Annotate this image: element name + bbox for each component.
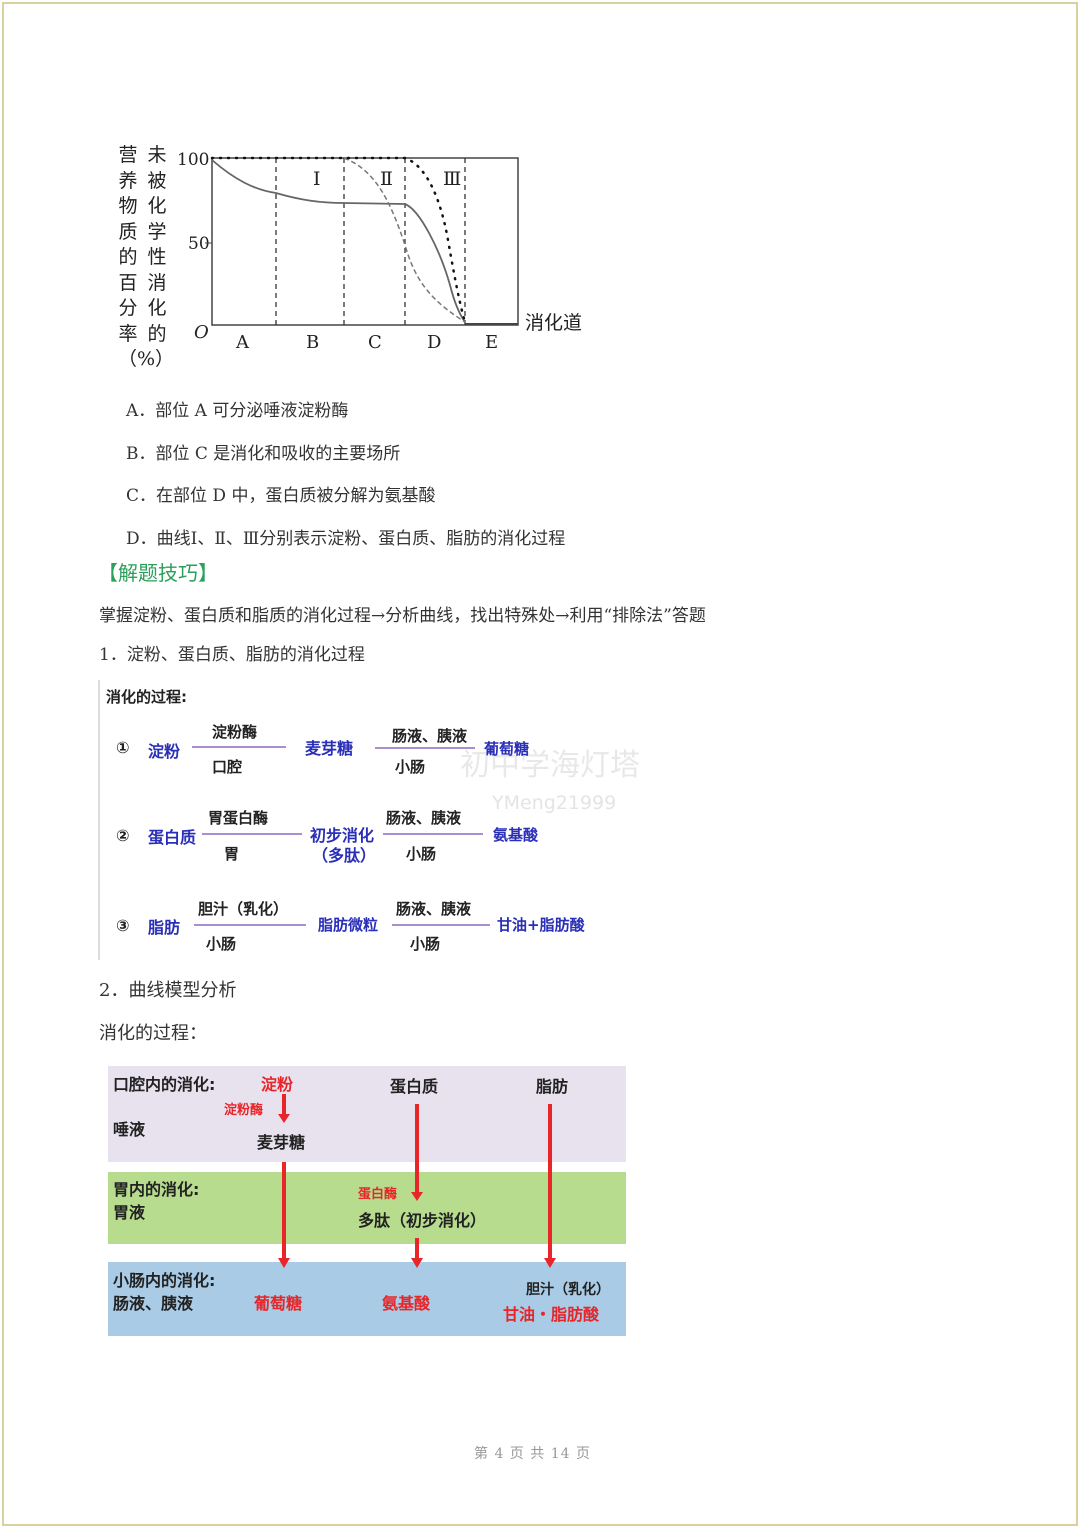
row1-number: ①: [116, 738, 130, 757]
curve-2-dashed: [343, 157, 466, 323]
bile-label: 胆汁（乳化）: [526, 1282, 610, 1298]
row2-number: ②: [116, 826, 130, 845]
row2-mid-note: （多肽）: [312, 846, 377, 865]
tips-heading: 【解题技巧】: [98, 561, 218, 585]
option-a: A．部位 A 可分泌唾液淀粉酶: [126, 401, 349, 421]
x-label-c: C: [368, 332, 382, 353]
plot-area: [205, 156, 519, 326]
curve-3-dotted: [210, 156, 467, 324]
row2-place1: 胃: [224, 845, 240, 863]
row2-arrow2: [383, 833, 483, 835]
pepsin-label: 蛋白酶: [358, 1187, 398, 1202]
row3-place1: 小肠: [206, 935, 237, 953]
digestion-location-diagram: 口腔内的消化: 唾液 淀粉 淀粉酶 麦芽糖 蛋白质 脂肪 胃内的消化: 胃液 蛋…: [108, 1066, 626, 1336]
row3-mid: 脂肪微粒: [318, 916, 379, 934]
row3-end: 甘油+脂肪酸: [497, 916, 585, 934]
row1-enzyme1: 淀粉酶: [212, 723, 258, 741]
section1-title: 1．淀粉、蛋白质、脂肪的消化过程: [99, 645, 365, 665]
stomach-title: 胃内的消化:: [113, 1180, 200, 1199]
option-c: C．在部位 D 中，蛋白质被分解为氨基酸: [126, 486, 436, 506]
maltose-label: 麦芽糖: [257, 1133, 306, 1152]
intestine-title: 小肠内的消化:: [113, 1271, 216, 1290]
curve-label-3: Ⅲ: [443, 168, 462, 190]
section2-subtitle: 消化的过程：: [99, 1023, 207, 1044]
protein-label: 蛋白质: [390, 1077, 439, 1096]
row1-arrow1: [192, 746, 286, 748]
watermark-id: YMeng21999: [492, 792, 617, 814]
fat-label: 脂肪: [536, 1077, 569, 1096]
y-tick-50: 50: [188, 234, 210, 254]
starch-label: 淀粉: [261, 1075, 294, 1094]
row3-arrow1: [194, 924, 306, 926]
row3-arrow2: [392, 924, 490, 926]
row2-place2: 小肠: [406, 845, 437, 863]
glycerol-label: 甘油・脂肪酸: [503, 1305, 600, 1324]
option-d: D．曲线Ⅰ、Ⅱ、Ⅲ分别表示淀粉、蛋白质、脂肪的消化过程: [126, 529, 566, 549]
row2-enzyme2: 肠液、胰液: [386, 809, 462, 827]
arrows: [278, 1094, 556, 1268]
row3-enzyme1: 胆汁（乳化）: [198, 900, 289, 918]
row1-end: 葡萄糖: [484, 740, 530, 758]
curve-1-solid: [211, 159, 466, 323]
origin-label: O: [194, 322, 209, 343]
digestion-process-diagram: 消化的过程: 初中学海灯塔 YMeng21999 ① 淀粉 淀粉酶 口腔 麦芽糖…: [98, 680, 660, 960]
row1-arrow2: [375, 747, 475, 749]
amino-acid-label: 氨基酸: [382, 1294, 431, 1313]
y-axis-label-col2: 未被化学性消化的: [147, 144, 167, 345]
row3-place2: 小肠: [410, 935, 441, 953]
x-label-b: B: [306, 332, 320, 353]
glucose-label: 葡萄糖: [254, 1294, 303, 1313]
row1-start: 淀粉: [148, 742, 181, 761]
intestine-juice: 肠液、胰液: [113, 1294, 194, 1313]
diagram1-title: 消化的过程:: [106, 688, 187, 706]
row1-mid: 麦芽糖: [305, 739, 354, 758]
option-b: B．部位 C 是消化和吸收的主要场所: [126, 444, 401, 464]
stomach-juice: 胃液: [113, 1203, 146, 1222]
amylase-label: 淀粉酶: [224, 1103, 264, 1118]
row2-end: 氨基酸: [493, 826, 539, 844]
x-label-e: E: [485, 332, 499, 353]
row3-number: ③: [116, 916, 130, 935]
row2-start: 蛋白质: [148, 828, 197, 847]
intestine-band: [108, 1262, 626, 1336]
curve-label-2: Ⅱ: [380, 168, 393, 190]
x-axis-label: 消化道: [525, 312, 583, 334]
row2-arrow1: [202, 833, 302, 835]
y-tick-100: 100: [177, 150, 210, 170]
row1-enzyme2: 肠液、胰液: [392, 727, 468, 745]
mouth-title: 口腔内的消化:: [113, 1075, 216, 1094]
mouth-juice: 唾液: [113, 1120, 146, 1139]
peptide-label: 多肽（初步消化）: [358, 1211, 487, 1230]
row2-enzyme1: 胃蛋白酶: [208, 809, 269, 827]
x-label-a: A: [236, 332, 249, 353]
x-label-d: D: [427, 332, 442, 353]
tips-text: 掌握淀粉、蛋白质和脂质的消化过程→分析曲线，找出特殊处→利用“排除法”答题: [99, 606, 706, 626]
row3-enzyme2: 肠液、胰液: [396, 900, 472, 918]
row1-place2: 小肠: [395, 758, 426, 776]
page-footer: 第 4 页 共 14 页: [474, 1446, 591, 1462]
row3-start: 脂肪: [148, 918, 181, 937]
watermark-text: 初中学海灯塔: [460, 748, 640, 783]
curve-label-1: Ⅰ: [313, 168, 321, 190]
row1-place1: 口腔: [212, 758, 243, 776]
row2-mid: 初步消化: [310, 826, 375, 845]
stomach-band: [108, 1172, 626, 1244]
section2-title: 2．曲线模型分析: [99, 980, 237, 1001]
mouth-band: [108, 1066, 626, 1162]
